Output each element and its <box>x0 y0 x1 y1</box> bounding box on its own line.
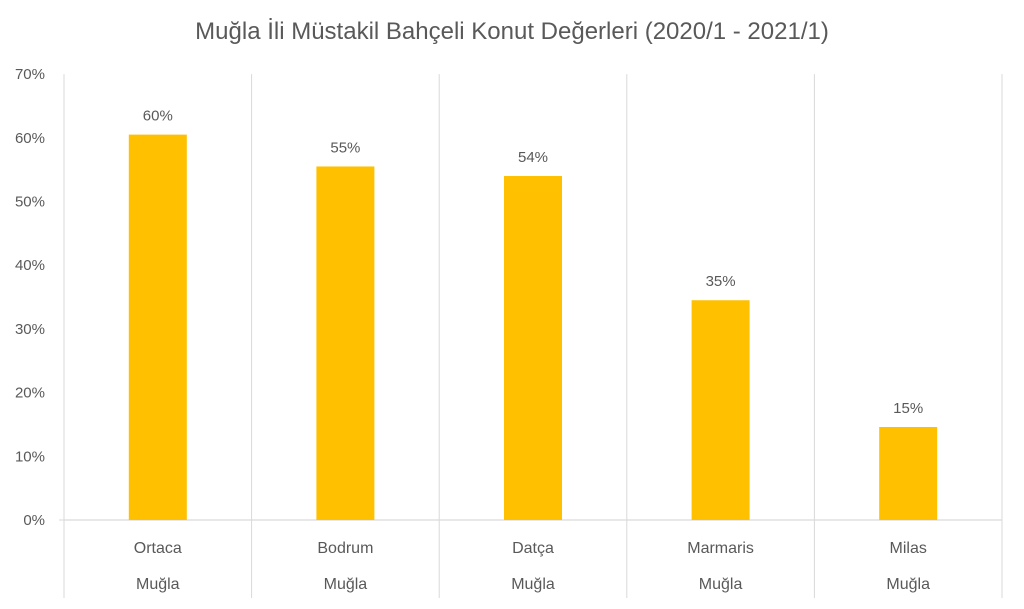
y-tick-label: 0% <box>23 512 45 529</box>
group-label: Muğla <box>699 576 743 593</box>
data-label: 54% <box>518 149 548 166</box>
category-label: Bodrum <box>317 540 373 557</box>
y-tick-label: 40% <box>15 257 45 274</box>
data-label: 35% <box>706 273 736 290</box>
y-tick-label: 50% <box>15 194 45 211</box>
group-label: Muğla <box>324 576 368 593</box>
data-label: 55% <box>330 139 360 156</box>
group-label: Muğla <box>886 576 930 593</box>
bar-milas <box>879 426 938 520</box>
y-tick-label: 20% <box>15 385 45 402</box>
category-label: Ortaca <box>134 540 182 557</box>
category-label: Marmaris <box>687 540 754 557</box>
data-label: 15% <box>893 400 923 417</box>
category-label: Milas <box>890 540 927 557</box>
y-tick-label: 10% <box>15 448 45 465</box>
bar-datça <box>504 176 562 520</box>
bar-bodrum <box>316 166 375 520</box>
group-label: Muğla <box>136 576 180 593</box>
bar-marmaris <box>691 300 750 520</box>
chart-title: Muğla İli Müstakil Bahçeli Konut Değerle… <box>195 18 829 45</box>
y-tick-label: 70% <box>15 66 45 83</box>
y-tick-label: 30% <box>15 321 45 338</box>
category-label: Datça <box>512 540 554 557</box>
y-tick-label: 60% <box>15 130 45 147</box>
data-label: 60% <box>143 108 173 125</box>
bar-ortaca <box>128 134 187 521</box>
group-label: Muğla <box>511 576 555 593</box>
